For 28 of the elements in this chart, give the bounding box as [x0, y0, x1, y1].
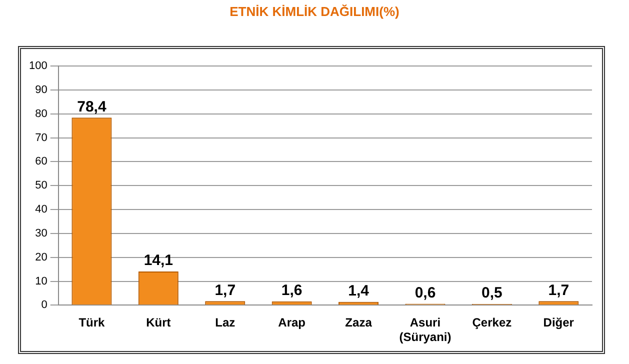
y-tick-label: 70	[35, 132, 48, 144]
x-tick-label: Zaza	[345, 316, 372, 330]
x-tick-label: Türk	[78, 316, 106, 330]
y-tick-label: 10	[35, 275, 48, 288]
data-label: 0,6	[414, 284, 436, 302]
data-label: 1,7	[548, 282, 570, 299]
y-tick-label: 80	[35, 108, 48, 120]
y-tick-label: 40	[35, 204, 48, 216]
y-tick-label: 90	[35, 84, 48, 96]
y-tick-label: 30	[35, 227, 48, 240]
y-tick-label: 60	[35, 156, 48, 168]
data-label: 14,1	[144, 252, 174, 270]
y-tick-label: 20	[35, 251, 48, 264]
x-tick-label: Diğer	[543, 316, 574, 330]
data-label: 1,7	[214, 282, 236, 299]
y-tick-label: 0	[41, 299, 48, 312]
y-tick-label: 50	[35, 180, 48, 192]
chart-title: ETNİK KİMLİK DAĞILIMI(%)	[228, 4, 400, 19]
data-label: 1,4	[348, 282, 370, 300]
x-tick-label: Çerkez	[472, 316, 512, 330]
x-tick-label: Laz	[215, 316, 236, 330]
y-tick-label: 100	[28, 60, 48, 72]
data-label: 0,5	[482, 284, 502, 302]
data-label: 1,6	[281, 282, 302, 300]
x-tick-label: Kürt	[146, 316, 171, 330]
data-label: 78,4	[77, 98, 107, 116]
x-tick-label: Asuri (Süryani)	[399, 316, 452, 344]
x-tick-label: Arap	[278, 316, 306, 330]
